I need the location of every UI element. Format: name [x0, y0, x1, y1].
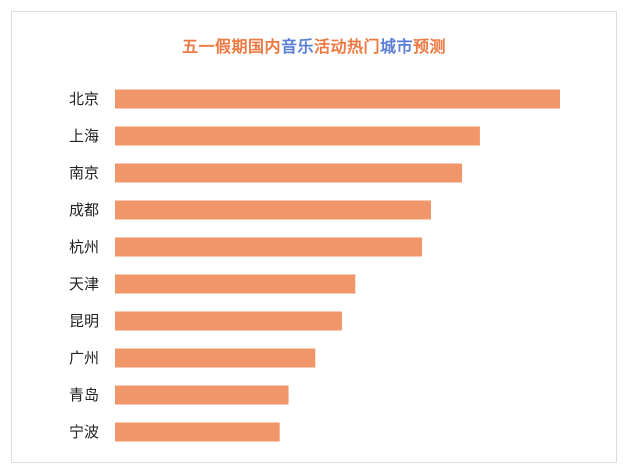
bar [115, 275, 355, 294]
category-label: 北京 [69, 90, 99, 108]
category-label: 成都 [69, 201, 99, 219]
bar [115, 423, 280, 442]
bar [115, 238, 422, 257]
bar [115, 201, 431, 220]
bar [115, 164, 462, 183]
category-label: 宁波 [69, 423, 99, 441]
category-label: 青岛 [69, 386, 99, 404]
bar [115, 90, 560, 109]
bar [115, 127, 480, 146]
bar [115, 349, 315, 368]
category-label: 昆明 [69, 312, 99, 330]
category-label: 上海 [69, 127, 99, 145]
category-label: 广州 [69, 349, 99, 367]
category-label: 南京 [69, 164, 99, 182]
category-label: 天津 [69, 275, 99, 293]
bar [115, 312, 342, 331]
bar [115, 386, 289, 405]
category-label: 杭州 [69, 238, 99, 256]
